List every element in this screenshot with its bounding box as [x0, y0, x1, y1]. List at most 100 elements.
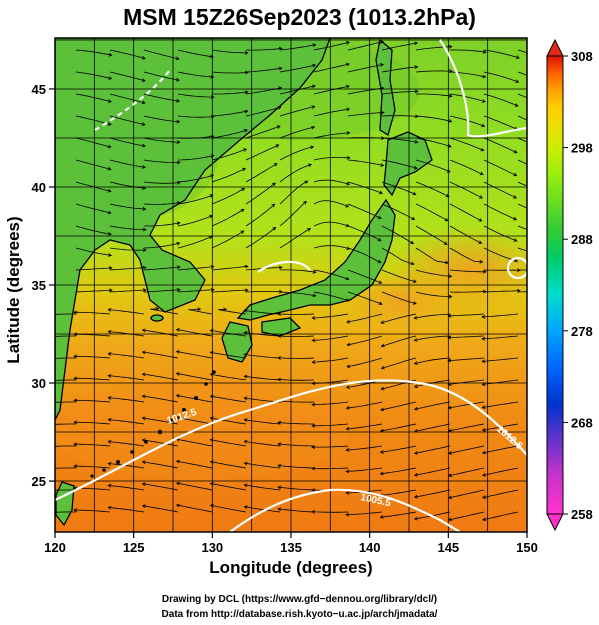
streamline — [449, 137, 484, 151]
streamline-arrowhead — [272, 182, 276, 187]
streamline — [177, 174, 214, 183]
streamline-arrowhead — [411, 216, 416, 220]
streamline — [55, 423, 76, 425]
x-tick-label: 125 — [123, 540, 145, 555]
streamline-arrowhead — [209, 394, 214, 399]
streamline — [144, 222, 180, 227]
streamline — [245, 227, 276, 249]
streamline-arrowhead — [142, 265, 147, 270]
streamline-arrowhead — [481, 450, 486, 455]
streamline — [109, 115, 145, 126]
streamline-arrowhead — [311, 338, 316, 343]
streamline — [482, 467, 519, 476]
streamline-arrowhead — [445, 193, 450, 198]
streamline — [517, 115, 527, 121]
x-tick-label: 135 — [280, 540, 302, 555]
streamline — [449, 247, 483, 263]
streamline-arrowhead — [346, 131, 351, 135]
streamline-arrowhead — [377, 259, 382, 264]
streamline-arrowhead — [275, 144, 280, 148]
streamline — [142, 351, 179, 359]
streamline-arrowhead — [209, 372, 214, 377]
streamline — [142, 373, 179, 381]
streamline — [313, 108, 350, 117]
streamline-arrowhead — [448, 294, 453, 299]
streamline-arrowhead — [197, 307, 202, 312]
streamline — [74, 399, 111, 403]
streamline — [176, 395, 213, 403]
streamline-arrowhead — [413, 165, 418, 170]
streamline-arrowhead — [141, 56, 146, 60]
streamline-arrowhead — [379, 428, 384, 433]
streamline — [55, 357, 76, 359]
streamline-arrowhead — [141, 122, 146, 126]
streamline-arrowhead — [176, 221, 181, 226]
colorbar-ramp — [546, 55, 564, 515]
streamline-arrowhead — [108, 288, 113, 293]
streamline — [517, 137, 527, 143]
streamline — [108, 353, 145, 359]
streamline — [245, 163, 278, 183]
streamline — [312, 423, 349, 427]
streamline-arrowhead — [378, 280, 383, 284]
streamline-arrowhead — [378, 301, 383, 305]
streamline-arrowhead — [277, 507, 282, 512]
streamline-arrowhead — [243, 483, 248, 488]
streamline — [483, 137, 518, 154]
streamline-arrowhead — [303, 200, 307, 205]
streamline — [279, 44, 316, 51]
streamline-arrowhead — [346, 155, 351, 160]
streamline — [347, 357, 383, 368]
streamline-arrowhead — [479, 171, 484, 176]
streamline — [517, 93, 527, 99]
streamline-arrowhead — [346, 364, 351, 369]
streamline — [244, 332, 281, 337]
streamline — [109, 49, 146, 59]
streamline — [142, 439, 179, 447]
streamline — [177, 215, 213, 227]
streamline-arrowhead — [176, 288, 181, 292]
streamline — [109, 137, 146, 147]
streamline-arrowhead — [277, 312, 282, 316]
streamline — [211, 71, 249, 74]
streamline — [279, 106, 315, 117]
streamline — [482, 511, 519, 521]
streamline — [347, 203, 382, 219]
streamline-arrowhead — [413, 450, 418, 455]
streamline — [415, 269, 452, 277]
streamline — [381, 115, 419, 117]
streamline-arrowhead — [210, 114, 215, 119]
streamline-arrowhead — [175, 56, 180, 61]
streamline — [108, 419, 145, 425]
streamline — [279, 64, 316, 73]
streamline-arrowhead — [448, 274, 453, 279]
streamline — [449, 93, 486, 103]
streamline — [312, 335, 349, 341]
streamline — [312, 401, 349, 405]
streamline-arrowhead — [481, 314, 486, 319]
streamline-arrowhead — [277, 442, 282, 447]
streamline — [244, 462, 281, 469]
streamline-arrowhead — [413, 494, 418, 499]
streamline-arrowhead — [73, 464, 78, 469]
streamline-arrowhead — [272, 226, 277, 231]
streamline — [277, 422, 314, 425]
streamline-arrowhead — [345, 41, 351, 45]
streamline-arrowhead — [448, 495, 453, 500]
streamline-arrowhead — [244, 70, 249, 75]
streamline-arrowhead — [141, 416, 146, 421]
streamline — [415, 115, 452, 122]
streamline — [347, 269, 382, 284]
streamline-arrowhead — [413, 361, 418, 365]
streamline — [517, 203, 527, 209]
streamline-arrowhead — [277, 463, 282, 468]
streamline — [414, 445, 451, 454]
streamline-arrowhead — [107, 231, 112, 236]
streamline-arrowhead — [482, 74, 487, 79]
colorbar-tick-label: 308 — [571, 49, 593, 64]
streamline — [346, 445, 383, 451]
streamline — [448, 313, 485, 317]
streamline — [347, 137, 385, 139]
streamline-arrowhead — [209, 460, 214, 464]
streamline-arrowhead — [73, 310, 78, 315]
